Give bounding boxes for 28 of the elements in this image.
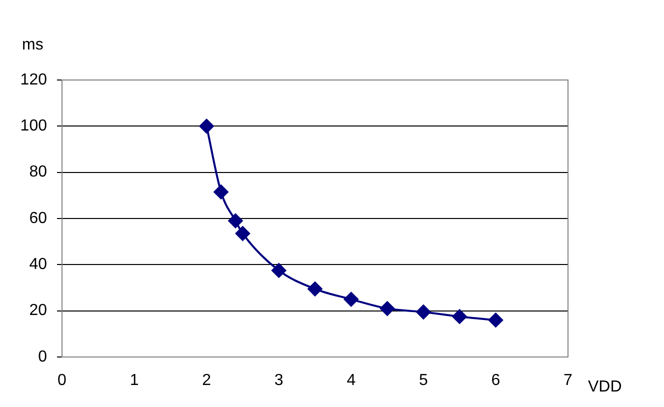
y-tick-label: 100 bbox=[20, 118, 48, 135]
point bbox=[416, 304, 431, 320]
point bbox=[488, 312, 504, 328]
point bbox=[452, 309, 468, 324]
point bbox=[214, 184, 229, 200]
point bbox=[235, 226, 250, 242]
y-tick-label: 20 bbox=[29, 302, 48, 320]
y-tick-label: 60 bbox=[29, 210, 48, 227]
x-tick-label: 4 bbox=[346, 372, 356, 390]
x-axis-title: VDD bbox=[588, 378, 622, 396]
point bbox=[228, 213, 243, 228]
point bbox=[380, 301, 395, 316]
y-tick-label: 120 bbox=[20, 71, 48, 88]
x-tick-label: 1 bbox=[130, 372, 139, 390]
point bbox=[271, 262, 286, 278]
x-tick-label: 7 bbox=[564, 372, 573, 390]
x-tick-label: 0 bbox=[58, 372, 67, 390]
x-tick-label: 3 bbox=[274, 372, 284, 390]
y-tick-label: 0 bbox=[38, 348, 48, 366]
point bbox=[199, 118, 214, 134]
y-axis-title: ms bbox=[22, 36, 44, 54]
point bbox=[308, 281, 322, 296]
x-tick-label: 2 bbox=[202, 372, 212, 390]
y-tick-label: 40 bbox=[29, 256, 48, 274]
x-tick-label: 6 bbox=[491, 372, 500, 390]
y-tick-label: 80 bbox=[29, 164, 48, 181]
point bbox=[344, 292, 359, 307]
x-tick-label: 5 bbox=[418, 372, 428, 390]
